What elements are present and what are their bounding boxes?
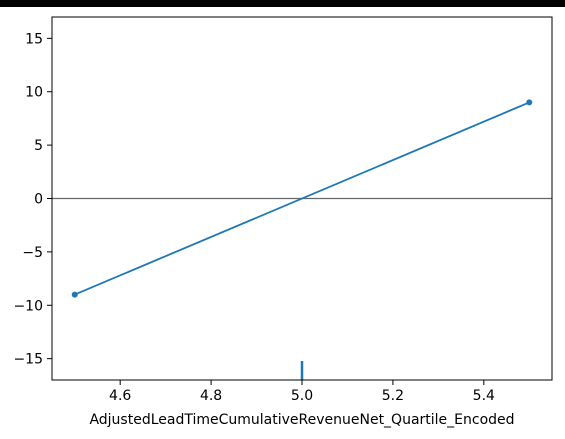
window-top-bar <box>0 0 565 7</box>
x-axis-ticks: 4.6 4.8 5.0 5.2 5.4 <box>109 380 495 404</box>
y-tick-label: 10 <box>25 85 43 101</box>
x-tick-label: 5.0 <box>291 388 313 404</box>
x-tick-label: 4.8 <box>200 388 222 404</box>
y-tick-label: 5 <box>34 138 43 154</box>
data-point <box>71 291 78 298</box>
series-line <box>74 101 530 296</box>
y-tick-label: −15 <box>13 352 43 368</box>
x-tick-label: 4.6 <box>109 388 131 404</box>
y-tick-label: −5 <box>22 245 43 261</box>
x-tick-label: 5.2 <box>382 388 404 404</box>
y-tick-label: 0 <box>34 192 43 208</box>
x-axis-label: AdjustedLeadTimeCumulativeRevenueNet_Qua… <box>89 412 514 428</box>
data-point <box>526 99 533 106</box>
y-tick-label: −10 <box>13 298 43 314</box>
series-layer <box>71 99 533 298</box>
y-axis-ticks: 15 10 5 0 −5 −10 −15 <box>13 31 52 368</box>
y-tick-label: 15 <box>25 31 43 47</box>
x-tick-label: 5.4 <box>473 388 495 404</box>
